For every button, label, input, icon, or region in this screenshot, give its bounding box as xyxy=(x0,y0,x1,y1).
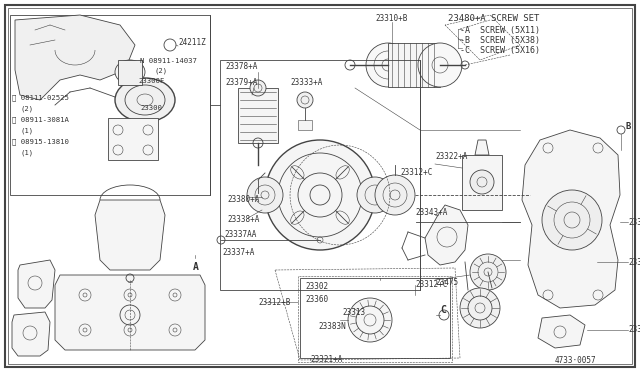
Polygon shape xyxy=(425,205,468,265)
Text: 23480+A SCREW SET: 23480+A SCREW SET xyxy=(448,14,540,23)
Text: N 08911-14037: N 08911-14037 xyxy=(140,58,197,64)
Bar xyxy=(10,15,210,195)
Text: 23338+A: 23338+A xyxy=(227,215,259,224)
Polygon shape xyxy=(475,140,489,155)
Polygon shape xyxy=(18,260,55,308)
Text: -B  SCREW (5X38): -B SCREW (5X38) xyxy=(460,36,540,45)
Text: 23300: 23300 xyxy=(140,105,162,111)
Ellipse shape xyxy=(115,60,145,84)
Text: ⓝ 08911-3081A: ⓝ 08911-3081A xyxy=(12,116,69,123)
Circle shape xyxy=(418,43,462,87)
Text: (1): (1) xyxy=(20,149,33,155)
Text: 23312+B: 23312+B xyxy=(258,298,291,307)
Bar xyxy=(118,60,142,85)
Text: 23319: 23319 xyxy=(628,258,640,267)
Text: 24211Z: 24211Z xyxy=(178,38,205,47)
Text: A: A xyxy=(193,262,199,272)
Text: 23475: 23475 xyxy=(435,278,458,287)
Text: 23380+A: 23380+A xyxy=(227,195,259,204)
Polygon shape xyxy=(95,200,165,270)
Text: 23302: 23302 xyxy=(305,282,328,291)
Circle shape xyxy=(470,254,506,290)
Text: C: C xyxy=(440,305,446,315)
Bar xyxy=(298,120,312,130)
Text: (1): (1) xyxy=(20,127,33,134)
Text: 23321+A: 23321+A xyxy=(310,355,342,364)
Ellipse shape xyxy=(357,177,393,213)
Ellipse shape xyxy=(247,177,283,213)
Text: (2): (2) xyxy=(20,105,33,112)
Circle shape xyxy=(542,190,602,250)
Text: 23378+A: 23378+A xyxy=(225,62,257,71)
Polygon shape xyxy=(55,275,205,350)
Text: 23333+A: 23333+A xyxy=(290,78,323,87)
Text: 23318+A: 23318+A xyxy=(628,218,640,227)
Text: (2): (2) xyxy=(155,68,168,74)
Text: -A  SCREW (5X11): -A SCREW (5X11) xyxy=(460,26,540,35)
Circle shape xyxy=(366,43,410,87)
Circle shape xyxy=(460,288,500,328)
Ellipse shape xyxy=(265,140,375,250)
Text: 23379+A: 23379+A xyxy=(225,78,257,87)
Polygon shape xyxy=(15,15,135,100)
Circle shape xyxy=(250,80,266,96)
Text: 23337AA: 23337AA xyxy=(224,230,257,239)
Text: 23300F: 23300F xyxy=(138,78,164,84)
Bar xyxy=(300,278,450,358)
Text: 23300H: 23300H xyxy=(628,325,640,334)
Text: 23360: 23360 xyxy=(305,295,328,304)
Circle shape xyxy=(470,170,494,194)
Circle shape xyxy=(348,298,392,342)
Ellipse shape xyxy=(115,78,175,122)
Circle shape xyxy=(297,92,313,108)
Text: 23322+A: 23322+A xyxy=(435,152,467,161)
Text: 23383N: 23383N xyxy=(318,322,346,331)
Text: 23337+A: 23337+A xyxy=(222,248,254,257)
Polygon shape xyxy=(522,130,620,308)
Text: B: B xyxy=(625,122,630,131)
Text: 4733·0057: 4733·0057 xyxy=(555,356,596,365)
Text: 23310+B: 23310+B xyxy=(375,14,408,23)
Polygon shape xyxy=(538,315,585,348)
Text: Ⓑ 08111-02525: Ⓑ 08111-02525 xyxy=(12,94,69,100)
Ellipse shape xyxy=(375,175,415,215)
Text: 23343+A: 23343+A xyxy=(415,208,447,217)
Text: 23312+C: 23312+C xyxy=(415,280,447,289)
Bar xyxy=(388,43,440,87)
Text: Ⓥ 08915-13810: Ⓥ 08915-13810 xyxy=(12,138,69,145)
Text: 23312+C: 23312+C xyxy=(400,168,433,177)
Bar xyxy=(220,60,420,290)
Text: -C  SCREW (5X16): -C SCREW (5X16) xyxy=(460,46,540,55)
Bar xyxy=(238,88,278,143)
Bar xyxy=(462,155,502,210)
Polygon shape xyxy=(12,312,50,356)
Bar xyxy=(108,118,158,160)
Text: 23313: 23313 xyxy=(342,308,365,317)
